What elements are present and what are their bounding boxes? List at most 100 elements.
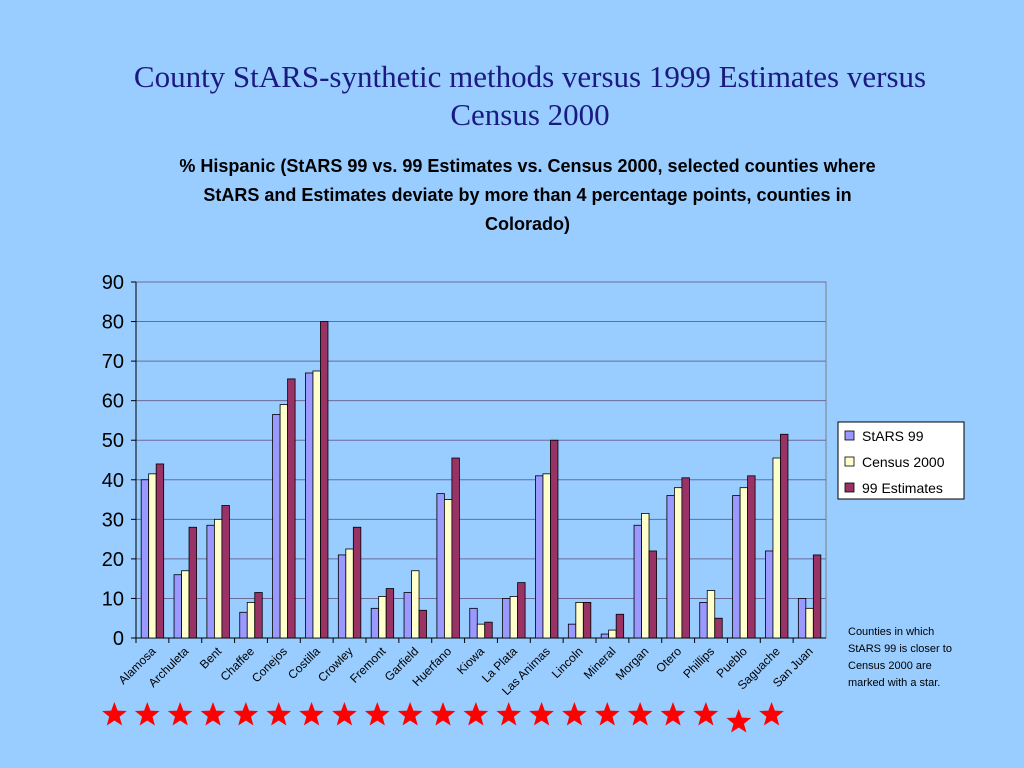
star-icon bbox=[102, 702, 127, 726]
star-icon bbox=[397, 702, 423, 726]
bar bbox=[436, 493, 445, 639]
bar bbox=[484, 621, 493, 639]
bar bbox=[320, 321, 329, 639]
y-tick-label: 50 bbox=[102, 430, 124, 452]
bar bbox=[305, 372, 314, 639]
star-icon bbox=[134, 702, 160, 726]
bar bbox=[239, 611, 248, 639]
star-icon bbox=[430, 702, 456, 726]
star-icon bbox=[364, 702, 390, 726]
y-tick-label: 80 bbox=[102, 312, 124, 334]
bar bbox=[385, 588, 395, 639]
bar bbox=[378, 596, 387, 639]
legend-label: StARS 99 bbox=[862, 428, 924, 444]
star-icon bbox=[463, 702, 489, 726]
star-icon bbox=[627, 702, 653, 726]
bar bbox=[666, 495, 675, 639]
bar bbox=[206, 524, 215, 639]
bar bbox=[287, 378, 296, 639]
x-tick-label: Bent bbox=[197, 644, 225, 672]
bar bbox=[517, 582, 526, 639]
bar bbox=[747, 475, 756, 639]
bar bbox=[509, 596, 519, 639]
y-tick-label: 40 bbox=[102, 470, 124, 492]
star-icon bbox=[332, 702, 357, 726]
bar bbox=[805, 607, 814, 639]
bar bbox=[411, 570, 420, 639]
bar bbox=[272, 414, 281, 639]
bar bbox=[615, 613, 625, 639]
x-tick-label: Conejos bbox=[249, 644, 290, 685]
legend bbox=[837, 421, 965, 500]
bar bbox=[140, 479, 150, 639]
bar bbox=[188, 526, 197, 639]
bar bbox=[221, 505, 230, 639]
bar bbox=[648, 550, 657, 639]
bar bbox=[476, 623, 486, 639]
bar bbox=[443, 499, 453, 639]
star-icon bbox=[660, 702, 686, 726]
y-tick-label: 60 bbox=[102, 391, 124, 413]
bar bbox=[575, 602, 584, 639]
bar bbox=[148, 473, 157, 639]
bar bbox=[633, 524, 642, 639]
bar bbox=[732, 495, 741, 639]
y-tick-label: 70 bbox=[102, 351, 124, 373]
bar bbox=[567, 623, 577, 639]
star-icon bbox=[759, 702, 784, 726]
x-tick-label: Fremont bbox=[347, 644, 389, 686]
bar bbox=[797, 598, 807, 639]
bar bbox=[641, 513, 650, 639]
legend-swatch bbox=[844, 430, 855, 441]
bar bbox=[451, 457, 460, 639]
x-tick-label: Lincoln bbox=[549, 644, 586, 681]
bar bbox=[772, 457, 781, 639]
bar bbox=[780, 433, 789, 639]
plot-area bbox=[135, 281, 827, 639]
x-tick-label: Mineral bbox=[581, 644, 619, 682]
y-tick-label: 30 bbox=[102, 509, 124, 531]
bar bbox=[699, 602, 708, 639]
bar bbox=[812, 554, 822, 639]
bar bbox=[706, 590, 716, 639]
legend-label: Census 2000 bbox=[862, 454, 945, 470]
star-icon bbox=[726, 709, 752, 733]
bar bbox=[673, 487, 683, 639]
bar bbox=[213, 518, 223, 639]
y-tick-label: 20 bbox=[102, 549, 124, 571]
y-tick-label: 10 bbox=[102, 588, 124, 610]
star-icon bbox=[167, 702, 193, 726]
bar bbox=[345, 548, 354, 639]
star-icon bbox=[693, 702, 719, 726]
bar bbox=[765, 550, 774, 639]
bar bbox=[535, 475, 544, 639]
bar bbox=[418, 609, 427, 639]
bar bbox=[403, 592, 412, 639]
bar bbox=[582, 602, 592, 639]
bar bbox=[550, 439, 559, 639]
legend-swatch bbox=[844, 456, 855, 467]
bar bbox=[279, 404, 289, 639]
bar bbox=[254, 592, 263, 639]
star-icon bbox=[233, 702, 259, 726]
legend-swatch bbox=[844, 482, 855, 493]
star-icon bbox=[594, 702, 620, 726]
bar bbox=[600, 633, 610, 639]
star-icon bbox=[562, 702, 587, 726]
x-tick-label: Phillips bbox=[680, 644, 717, 681]
bar bbox=[155, 463, 165, 639]
chart-title: % Hispanic (StARS 99 vs. 99 Estimates vs… bbox=[179, 156, 876, 234]
bar bbox=[502, 598, 511, 639]
star-note: Counties in which StARS 99 is closer to … bbox=[848, 626, 952, 689]
star-icon bbox=[529, 702, 554, 726]
bar bbox=[181, 570, 190, 639]
y-tick-label: 0 bbox=[113, 628, 124, 650]
slide-title: County StARS-synthetic methods versus 19… bbox=[133, 59, 927, 132]
x-tick-label: Morgan bbox=[613, 644, 652, 683]
bar bbox=[246, 602, 256, 639]
bar bbox=[681, 477, 690, 639]
y-tick-label: 90 bbox=[102, 272, 124, 294]
star-icon bbox=[496, 702, 522, 726]
bar bbox=[337, 554, 347, 639]
